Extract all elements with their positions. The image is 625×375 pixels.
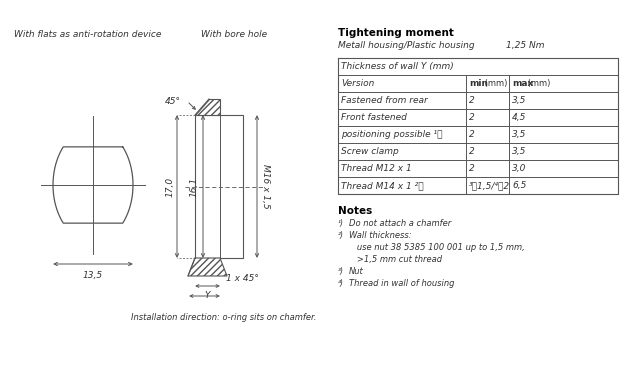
Text: ⁴): ⁴) <box>338 279 344 288</box>
Text: ³⧳1,5/⁴⧳2: ³⧳1,5/⁴⧳2 <box>469 181 510 190</box>
Text: Installation direction: o-ring sits on chamfer.: Installation direction: o-ring sits on c… <box>131 313 317 322</box>
Polygon shape <box>195 99 220 115</box>
Text: Nut: Nut <box>349 267 364 276</box>
Text: 2: 2 <box>469 147 475 156</box>
Text: 1 x 45°: 1 x 45° <box>226 274 259 283</box>
Text: Thread M12 x 1: Thread M12 x 1 <box>341 164 412 173</box>
Text: Version: Version <box>341 79 374 88</box>
Text: 17,0: 17,0 <box>166 177 175 197</box>
Text: use nut 38 5385 100 001 up to 1,5 mm,: use nut 38 5385 100 001 up to 1,5 mm, <box>349 243 525 252</box>
Text: 1,25 Nm: 1,25 Nm <box>506 41 544 50</box>
Text: 2: 2 <box>469 164 475 173</box>
Text: Fastened from rear: Fastened from rear <box>341 96 428 105</box>
Text: 3,5: 3,5 <box>512 147 526 156</box>
Text: ¹): ¹) <box>338 219 344 228</box>
Text: Screw clamp: Screw clamp <box>341 147 399 156</box>
Text: ³): ³) <box>338 267 344 276</box>
Text: 2: 2 <box>469 96 475 105</box>
Text: 13,5: 13,5 <box>83 271 103 280</box>
Text: min: min <box>469 79 488 88</box>
Text: Metall housing/Plastic housing: Metall housing/Plastic housing <box>338 41 474 50</box>
Text: 3,5: 3,5 <box>512 130 526 139</box>
Text: max: max <box>512 79 533 88</box>
Text: Do not attach a chamfer: Do not attach a chamfer <box>349 219 451 228</box>
Text: 2: 2 <box>469 113 475 122</box>
Text: Thread M14 x 1 ²⧳: Thread M14 x 1 ²⧳ <box>341 181 424 190</box>
Text: Front fastened: Front fastened <box>341 113 407 122</box>
Text: 3,5: 3,5 <box>512 96 526 105</box>
Text: 6,5: 6,5 <box>512 181 526 190</box>
Text: ²): ²) <box>338 231 344 240</box>
Text: positioning possible ¹⧳: positioning possible ¹⧳ <box>341 130 442 139</box>
Text: 4,5: 4,5 <box>512 113 526 122</box>
Text: (mm): (mm) <box>525 79 551 88</box>
Text: Tightening moment: Tightening moment <box>338 28 454 38</box>
Text: M16 x 1,5: M16 x 1,5 <box>261 164 270 209</box>
Text: Thread in wall of housing: Thread in wall of housing <box>349 279 454 288</box>
Text: With flats as anti-rotation device: With flats as anti-rotation device <box>14 30 162 39</box>
Text: Thickness of wall Y (mm): Thickness of wall Y (mm) <box>341 62 454 71</box>
Polygon shape <box>188 258 227 276</box>
Text: Notes: Notes <box>338 206 372 216</box>
Text: With bore hole: With bore hole <box>201 30 267 39</box>
Text: Y: Y <box>205 291 210 300</box>
Text: 45°: 45° <box>165 96 181 105</box>
Text: 3,0: 3,0 <box>512 164 526 173</box>
Text: >1,5 mm cut thread: >1,5 mm cut thread <box>349 255 442 264</box>
Text: Wall thickness:: Wall thickness: <box>349 231 412 240</box>
Text: 16,1: 16,1 <box>190 177 199 197</box>
Text: (mm): (mm) <box>482 79 508 88</box>
Text: 2: 2 <box>469 130 475 139</box>
